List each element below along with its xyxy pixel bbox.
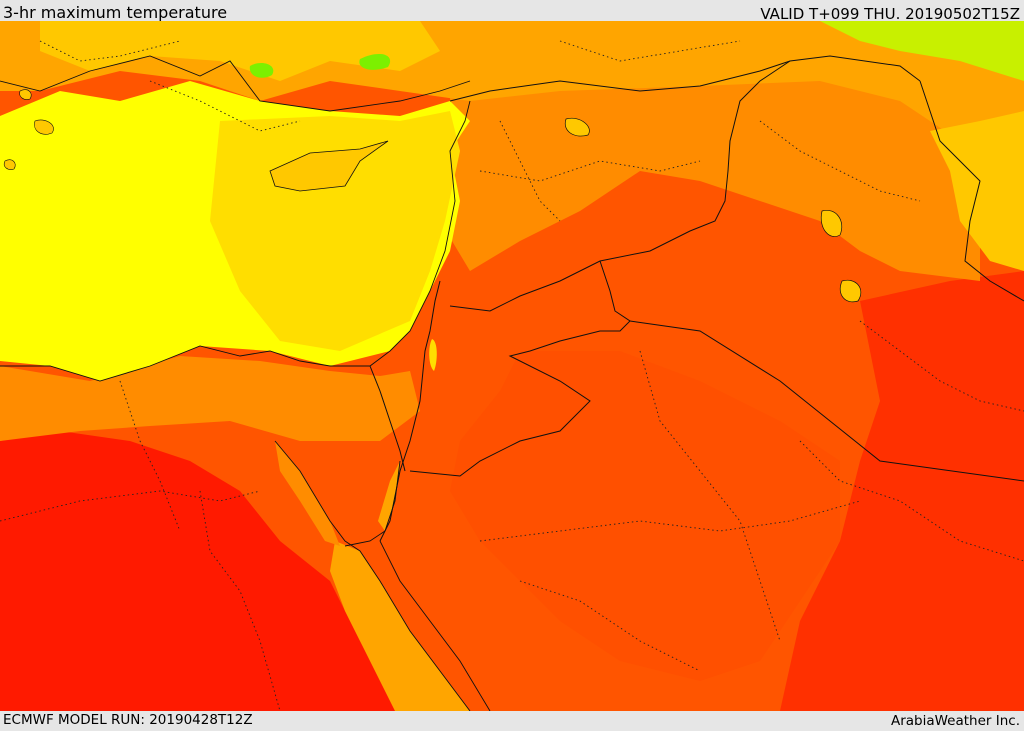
- zone-green-turkey-2: [359, 53, 391, 70]
- credit-text: ArabiaWeather Inc.: [890, 713, 1020, 729]
- map-header: 3-hr maximum temperature VALID T+099 THU…: [0, 0, 1024, 23]
- zone-very-hot-west: [0, 431, 400, 711]
- zone-green-caucasus: [820, 21, 1024, 81]
- gulf-of-aqaba: [378, 461, 400, 531]
- lake-assad: [564, 117, 590, 137]
- map-title: 3-hr maximum temperature: [3, 3, 228, 22]
- zone-hot-arabia: [450, 351, 840, 681]
- valid-time: VALID T+099 THU. 20190502T15Z: [760, 5, 1020, 23]
- gulf-of-suez: [275, 441, 340, 546]
- cyprus-island: [269, 140, 389, 192]
- lake-tharthar: [820, 209, 843, 237]
- map-footer: ECMWF MODEL RUN: 20190428T12Z ArabiaWeat…: [0, 711, 1024, 729]
- dead-sea: [429, 339, 437, 371]
- lake-razzaza: [839, 279, 862, 303]
- aegean-islands: [3, 89, 54, 170]
- zone-very-hot-east: [780, 271, 1024, 711]
- national-borders: [369, 55, 1024, 542]
- province-borders: [0, 40, 1024, 711]
- zone-warm-north: [440, 61, 980, 281]
- zone-green-turkey: [249, 62, 274, 78]
- model-run: ECMWF MODEL RUN: 20190428T12Z: [3, 712, 253, 728]
- zone-cool-turkey: [40, 21, 440, 81]
- red-sea: [330, 541, 470, 711]
- temperature-map: [0, 21, 1024, 711]
- coastlines: [0, 55, 491, 711]
